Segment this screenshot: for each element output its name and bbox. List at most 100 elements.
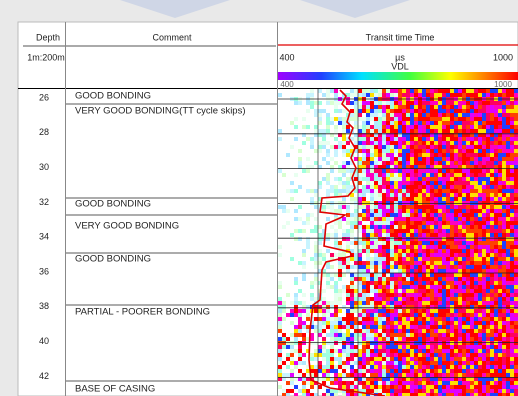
vdl-cell [494, 153, 498, 157]
vdl-cell [378, 261, 382, 265]
vdl-cell [430, 133, 434, 137]
vdl-cell [490, 229, 494, 233]
vdl-cell [322, 365, 326, 369]
vdl-cell [494, 173, 498, 177]
vdl-cell [334, 293, 338, 297]
vdl-cell [442, 381, 446, 385]
vdl-cell [322, 393, 326, 396]
vdl-cell [378, 157, 382, 161]
vdl-cell [294, 281, 298, 285]
vdl-cell [510, 133, 514, 137]
vdl-cell [470, 249, 474, 253]
vdl-cell [426, 137, 430, 141]
vdl-cell [442, 301, 446, 305]
vdl-cell [402, 125, 406, 129]
vdl-cell [394, 301, 398, 305]
vdl-cell [386, 377, 390, 381]
vdl-cell [462, 357, 466, 361]
vdl-cell [498, 277, 502, 281]
vdl-cell [470, 301, 474, 305]
vdl-cell [362, 265, 366, 269]
vdl-cell [310, 285, 314, 289]
vdl-cell [386, 273, 390, 277]
vdl-cell [382, 361, 386, 365]
vdl-cell [406, 305, 410, 309]
vdl-cell [366, 357, 370, 361]
vdl-cell [362, 349, 366, 353]
vdl-cell [450, 261, 454, 265]
vdl-cell [318, 149, 322, 153]
vdl-cell [370, 129, 374, 133]
vdl-cell [430, 345, 434, 349]
vdl-cell [442, 109, 446, 113]
vdl-cell [402, 213, 406, 217]
vdl-cell [514, 113, 518, 117]
vdl-cell [378, 217, 382, 221]
vdl-cell [506, 225, 510, 229]
vdl-cell [458, 265, 462, 269]
vdl-cell [382, 141, 386, 145]
vdl-cell [498, 281, 502, 285]
vdl-cell [426, 117, 430, 121]
vdl-cell [454, 129, 458, 133]
vdl-cell [494, 349, 498, 353]
vdl-cell [326, 189, 330, 193]
vdl-cell [366, 277, 370, 281]
vdl-cell [294, 313, 298, 317]
vdl-cell [462, 205, 466, 209]
vdl-cell [514, 285, 518, 289]
vdl-cell [402, 229, 406, 233]
vdl-cell [438, 301, 442, 305]
vdl-cell [506, 381, 510, 385]
vdl-cell [338, 361, 342, 365]
vdl-cell [338, 265, 342, 269]
vdl-cell [502, 117, 506, 121]
vdl-cell [458, 293, 462, 297]
vdl-cell [382, 209, 386, 213]
vdl-cell [474, 353, 478, 357]
vdl-cell [482, 253, 486, 257]
vdl-cell [414, 293, 418, 297]
vdl-cell [442, 269, 446, 273]
vdl-cell [418, 109, 422, 113]
vdl-cell [322, 329, 326, 333]
vdl-cell [430, 325, 434, 329]
vdl-cell [394, 257, 398, 261]
vdl-cell [426, 385, 430, 389]
vdl-cell [350, 213, 354, 217]
vdl-cell [374, 101, 378, 105]
vdl-cell [470, 281, 474, 285]
vdl-cell [362, 229, 366, 233]
vdl-cell [398, 233, 402, 237]
vdl-cell [458, 365, 462, 369]
vdl-cell [450, 217, 454, 221]
vdl-cell [514, 249, 518, 253]
vdl-cell [454, 125, 458, 129]
vdl-cell [302, 169, 306, 173]
vdl-cell [346, 361, 350, 365]
vdl-cell [310, 141, 314, 145]
color-bar [278, 72, 518, 80]
vdl-cell [382, 169, 386, 173]
depth-label: 32 [39, 197, 49, 207]
vdl-cell [326, 125, 330, 129]
vdl-cell [414, 357, 418, 361]
vdl-cell [334, 145, 338, 149]
vdl-cell [394, 217, 398, 221]
vdl-cell [442, 157, 446, 161]
vdl-cell [478, 181, 482, 185]
vdl-cell [514, 365, 518, 369]
vdl-cell [378, 289, 382, 293]
vdl-cell [482, 265, 486, 269]
vdl-cell [458, 369, 462, 373]
vdl-cell [314, 241, 318, 245]
vdl-cell [314, 249, 318, 253]
vdl-cell [378, 101, 382, 105]
vdl-cell [342, 117, 346, 121]
vdl-cell [454, 345, 458, 349]
vdl-cell [366, 377, 370, 381]
vdl-cell [402, 169, 406, 173]
vdl-cell [418, 285, 422, 289]
vdl-cell [386, 357, 390, 361]
